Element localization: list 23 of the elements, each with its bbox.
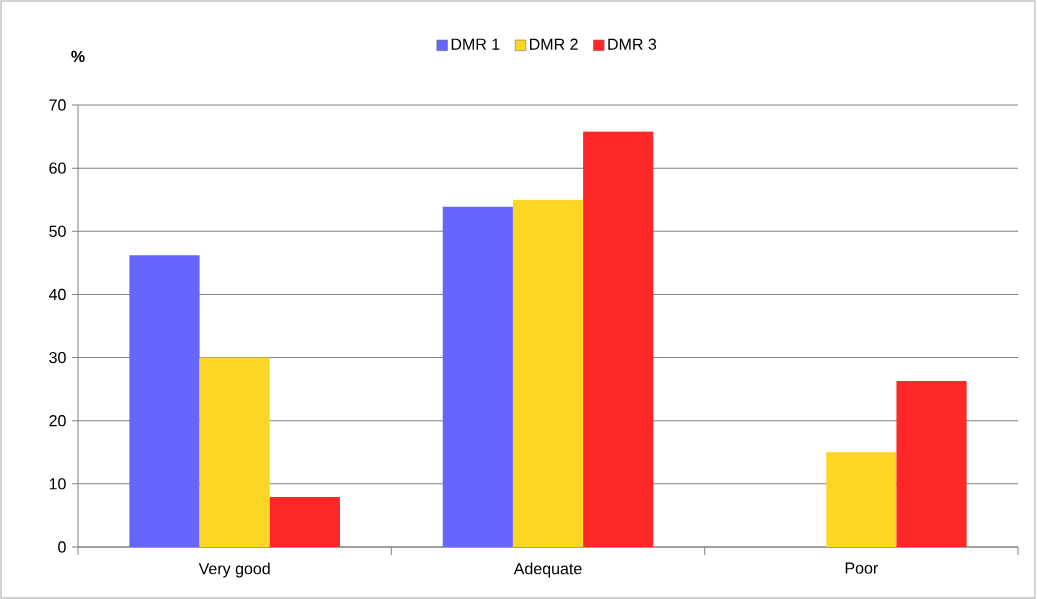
bar [896,380,967,547]
y-tick-label: 10 [49,478,66,490]
y-axis-title: % [71,50,85,63]
y-tick-label: 50 [49,225,66,237]
bar [199,357,270,547]
legend-label: DMR 3 [608,38,657,50]
y-tick-label: 60 [49,162,66,174]
y-tick-label: 70 [49,99,66,111]
y-tick-label: 40 [48,288,66,301]
bar [583,131,654,547]
bar [269,497,340,547]
x-tick-label: Adequate [513,562,582,578]
legend-label: DMR 2 [530,38,578,50]
bar [826,452,897,547]
y-tick-label: 30 [49,351,66,364]
bar [512,199,584,547]
y-tick-label: 0 [58,541,66,553]
bar [129,255,200,547]
x-tick-label: Poor [845,562,878,574]
y-tick-label: 20 [49,415,66,427]
legend-label: DMR 1 [451,38,500,50]
x-tick-label: Very good [198,562,270,578]
bar [442,206,513,547]
